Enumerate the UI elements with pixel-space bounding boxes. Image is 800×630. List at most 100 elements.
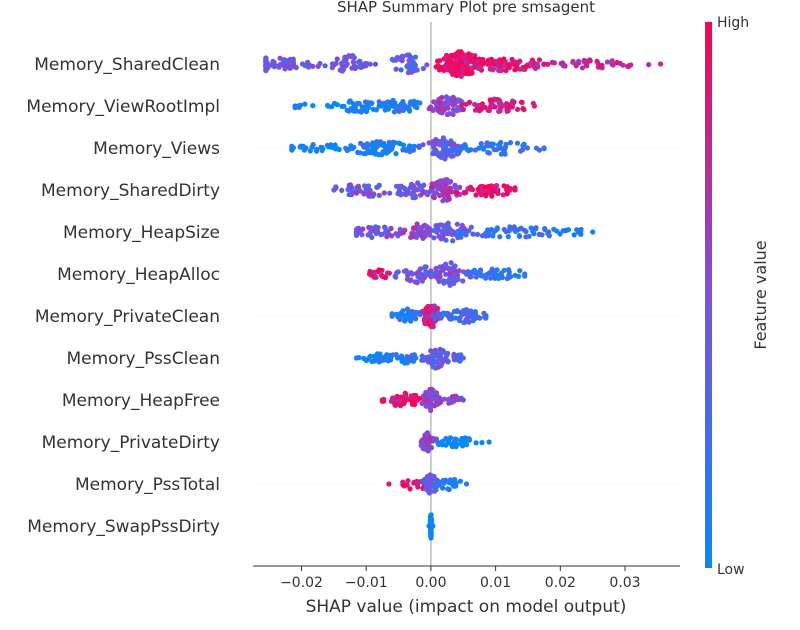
shap-point [440,189,446,196]
shap-point [401,268,407,274]
shap-point [462,53,468,59]
shap-point [383,148,390,154]
shap-point [376,192,382,198]
shap-point [370,106,376,112]
shap-point [474,231,481,237]
shap-point [363,150,369,157]
shap-point [467,186,473,192]
shap-point [520,106,526,112]
shap-extreme-point [263,61,269,67]
shap-point [378,152,385,158]
shap-point [412,401,418,407]
shap-point [420,65,426,72]
shap-point [463,59,469,65]
shap-extreme-point [590,229,596,235]
shap-point [476,189,482,195]
shap-point [497,68,503,74]
shap-point [398,67,404,73]
shap-point [410,183,416,189]
shap-point [466,319,472,325]
shap-point [398,353,405,359]
shap-point [426,321,432,327]
shap-point [399,104,405,111]
x-tick-label: 0.01 [480,575,511,591]
shap-point [463,271,470,277]
shap-point [483,275,489,281]
shap-point [422,264,428,270]
shap-point [329,144,336,150]
shap-point [384,270,391,276]
shap-point [463,442,470,448]
shap-point [490,233,496,239]
shap-point [356,100,362,106]
shap-point [314,146,320,152]
shap-point [473,440,479,446]
shap-point [364,141,370,147]
shap-point [411,66,417,73]
shap-point [397,141,403,147]
shap-point [431,144,437,150]
shap-point [628,62,634,68]
shap-point [307,148,313,154]
shap-point [404,482,410,488]
shap-point [333,60,339,67]
shap-extreme-point [522,271,528,277]
shap-point [524,145,531,151]
shap-point [432,181,438,187]
shap-point [406,314,412,320]
shap-point [429,271,435,277]
shap-point [445,358,451,364]
shap-point [348,143,354,149]
shap-point [440,108,446,114]
shap-point [487,97,493,103]
shap-point [451,357,457,363]
colorbar-high-label: High [717,15,749,31]
shap-point [420,479,426,485]
shap-point [271,59,277,65]
shap-point [382,225,388,231]
shap-point [456,70,462,76]
shap-point [502,144,508,150]
shap-point [366,104,372,111]
shap-point [361,191,367,197]
shap-point [305,59,311,65]
shap-point [463,70,469,76]
colorbar-low-label: Low [717,562,745,578]
shap-point [387,190,393,196]
shap-point [402,147,409,153]
feature-labels: Memory_SharedClean Memory_ViewRootImpl Mem… [26,55,220,537]
shap-point [468,65,474,71]
shap-point [425,359,431,365]
shap-point [365,183,372,189]
shap-point [358,108,364,115]
shap-point [497,98,503,104]
shap-extreme-point [486,439,492,445]
shap-point [409,57,415,63]
shap-point [457,184,463,190]
shap-point [421,357,427,363]
shap-point [450,111,456,117]
shap-point [454,190,460,196]
shap-point [347,98,353,104]
shap-point [542,226,548,232]
shap-point [489,193,495,199]
shap-point [423,189,430,195]
shap-point [404,354,410,360]
shap-point [425,439,431,445]
shap-extreme-point [366,271,373,277]
shap-point [436,441,442,448]
shap-point [416,144,422,150]
shap-extreme-point [658,61,664,67]
shap-point [579,65,586,71]
shap-point [341,66,347,72]
shap-point [499,273,505,279]
shap-point [479,233,485,239]
shap-point [437,274,443,280]
shap-point [466,436,472,442]
shap-extreme-point [386,481,392,487]
shap-point [493,182,500,189]
shap-point [452,184,458,190]
shap-point [412,194,418,201]
shap-point [339,187,345,193]
shap-point [414,221,420,227]
